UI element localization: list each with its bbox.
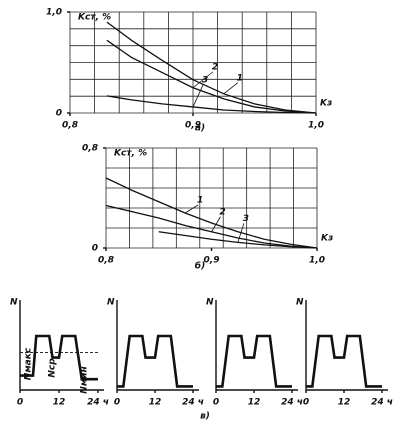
x-tick-label: 0 [114, 398, 120, 408]
series-label: 3 [202, 75, 208, 85]
x-tick-label: 0 [17, 398, 23, 408]
x-axis-label: Kз [321, 234, 333, 244]
series-label: 3 [243, 214, 249, 224]
leader-line [211, 216, 221, 232]
leader-line [237, 223, 245, 243]
y-axis-label: Kст, % [78, 13, 111, 23]
line [20, 334, 98, 381]
line [216, 334, 292, 388]
y-tick-label: 0,8 [82, 144, 98, 154]
series-label: 2 [219, 207, 225, 217]
x-axis-label: Kз [320, 99, 332, 109]
x-tick-label: 0 [213, 398, 219, 408]
y-axis-label: Kст, % [114, 149, 147, 159]
series-label: 1 [237, 73, 243, 83]
y-axis-label: N [296, 298, 304, 308]
x-tick-label: 0,9 [185, 121, 201, 131]
y-axis-label: N [10, 298, 18, 308]
x-tick-label: 12 [248, 398, 261, 408]
x-tick-label: 12 [149, 398, 162, 408]
leader-line [184, 204, 199, 214]
caption: в) [200, 412, 210, 422]
y-tick-label: 0 [56, 109, 62, 119]
x-tick-label: 12 [338, 398, 351, 408]
series-label: 1 [197, 196, 203, 206]
annotation: Nср [48, 358, 58, 378]
leader-line [223, 82, 238, 95]
line [117, 334, 193, 388]
annotation: Nмакс [24, 347, 34, 380]
leader-line [192, 84, 204, 108]
line [105, 204, 318, 249]
y-axis-label: N [107, 298, 115, 308]
x-tick-label: 24 ч [87, 398, 109, 408]
annotation: Nмин [80, 366, 90, 393]
x-tick-label: 0 [303, 398, 309, 408]
caption: б) [195, 261, 205, 272]
x-tick-label: 1,0 [309, 256, 325, 266]
x-tick-label: 0,9 [204, 256, 220, 266]
line [106, 95, 317, 114]
line [106, 21, 317, 114]
line [306, 334, 382, 388]
y-tick-label: 1,0 [46, 8, 62, 18]
leader-line [192, 71, 214, 89]
y-axis-label: N [206, 298, 214, 308]
y-tick-label: 0 [92, 244, 98, 254]
x-tick-label: 24 ч [371, 398, 393, 408]
x-tick-label: 1,0 [308, 121, 324, 131]
line [106, 39, 317, 114]
x-tick-label: 0,8 [98, 256, 114, 266]
x-tick-label: 24 ч [281, 398, 303, 408]
x-tick-label: 24 ч [182, 398, 204, 408]
line [105, 177, 318, 249]
series-label: 2 [212, 62, 218, 72]
caption: а) [195, 124, 205, 134]
x-tick-label: 0,8 [62, 121, 78, 131]
x-tick-label: 12 [53, 398, 66, 408]
